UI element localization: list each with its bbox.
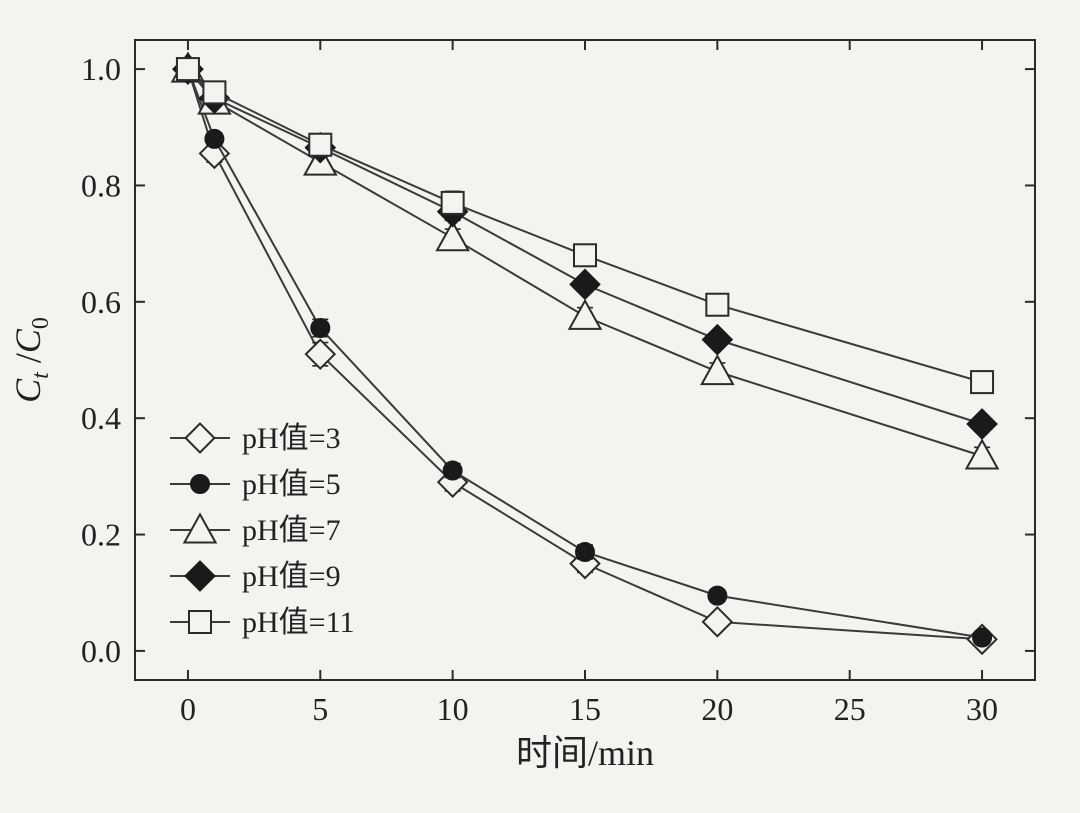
x-tick-label: 20 <box>701 691 733 727</box>
x-tick-label: 10 <box>437 691 469 727</box>
legend-label: pH值=5 <box>242 468 341 501</box>
chart-bg <box>0 0 1080 813</box>
y-tick-label: 0.6 <box>81 284 121 320</box>
legend-label: pH值=9 <box>242 560 341 593</box>
line-chart: 0 5 10 15 20 25 30 0.0 0.2 0.4 0.6 0.8 1.0 时间/min Ct /… <box>0 0 1080 813</box>
chart-container: 0 5 10 15 20 25 30 0.0 0.2 0.4 0.6 0.8 1.0 时间/min Ct /… <box>0 0 1080 813</box>
y-axis-label: Ct /C0 <box>8 317 54 403</box>
x-axis-label: 时间/min <box>516 733 654 773</box>
y-tick-label: 0.2 <box>81 517 121 553</box>
x-tick-label: 0 <box>180 691 196 727</box>
svg-text:Ct /C0: Ct /C0 <box>8 317 54 403</box>
legend-label: pH值=7 <box>242 514 341 547</box>
x-tick-label: 25 <box>834 691 866 727</box>
legend-label: pH值=3 <box>242 422 341 455</box>
y-tick-label: 0.4 <box>81 400 121 436</box>
y-tick-label: 1.0 <box>81 51 121 87</box>
y-tick-label: 0.8 <box>81 167 121 203</box>
x-tick-label: 15 <box>569 691 601 727</box>
y-tick-label: 0.0 <box>81 633 121 669</box>
legend-label: pH值=11 <box>242 606 354 639</box>
x-tick-label: 30 <box>966 691 998 727</box>
x-tick-label: 5 <box>312 691 328 727</box>
